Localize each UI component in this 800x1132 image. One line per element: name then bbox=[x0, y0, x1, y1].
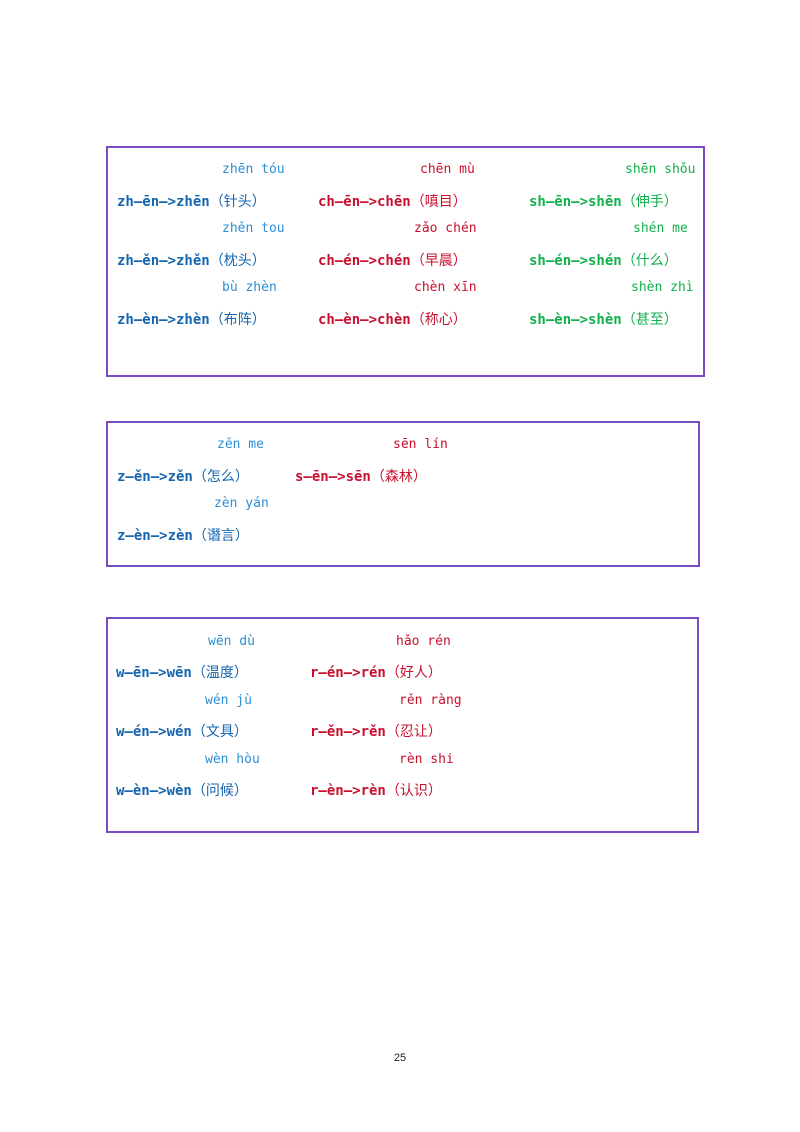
word-text: （早晨） bbox=[410, 253, 467, 269]
word-text: （文具） bbox=[191, 724, 248, 740]
pinyin-ch-3: chèn xīn bbox=[414, 280, 477, 295]
rule-text: w—ēn—>wēn bbox=[116, 665, 192, 681]
rule-text: w—én—>wén bbox=[116, 724, 192, 740]
pinyin-ch-2: zǎo chén bbox=[414, 221, 477, 236]
rule-ch-1: ch—ēn—>chēn（嗔目） bbox=[318, 191, 467, 211]
rule-text: zh—ěn—>zhěn bbox=[117, 253, 210, 269]
rule-s-1: s—ēn—>sēn（森林） bbox=[295, 466, 427, 486]
rule-text: r—én—>rén bbox=[310, 665, 386, 681]
rule-sh-2: sh—én—>shén（什么） bbox=[529, 250, 678, 270]
rule-zh-1: zh—ēn—>zhēn（针头） bbox=[117, 191, 266, 211]
rule-z-1: z—ěn—>zěn（怎么） bbox=[117, 466, 249, 486]
rule-sh-3: sh—èn—>shèn（甚至） bbox=[529, 309, 678, 329]
pinyin-w-1: wēn dù bbox=[208, 634, 255, 649]
word-text: （忍让） bbox=[385, 724, 442, 740]
rule-text: sh—èn—>shèn bbox=[529, 312, 622, 328]
word-text: （谮言） bbox=[192, 528, 249, 544]
rule-text: r—ěn—>rěn bbox=[310, 724, 386, 740]
rule-ch-3: ch—èn—>chèn（称心） bbox=[318, 309, 467, 329]
rule-text: ch—ēn—>chēn bbox=[318, 194, 411, 210]
word-text: （什么） bbox=[621, 253, 678, 269]
word-text: （好人） bbox=[385, 665, 442, 681]
box-zh-ch-sh bbox=[106, 146, 705, 377]
rule-r-1: r—én—>rén（好人） bbox=[310, 662, 442, 682]
word-text: （问候） bbox=[191, 783, 248, 799]
word-text: （针头） bbox=[209, 194, 266, 210]
word-text: （称心） bbox=[410, 312, 467, 328]
pinyin-zh-1: zhēn tóu bbox=[222, 162, 285, 177]
rule-w-2: w—én—>wén（文具） bbox=[116, 721, 248, 741]
word-text: （枕头） bbox=[209, 253, 266, 269]
word-text: （伸手） bbox=[621, 194, 678, 210]
word-text: （布阵） bbox=[209, 312, 266, 328]
rule-text: ch—én—>chén bbox=[318, 253, 411, 269]
pinyin-z-2: zèn yán bbox=[214, 496, 269, 511]
pinyin-sh-2: shén me bbox=[633, 221, 688, 236]
rule-text: z—ěn—>zěn bbox=[117, 469, 193, 485]
pinyin-ch-1: chēn mù bbox=[420, 162, 475, 177]
word-text: （怎么） bbox=[192, 469, 249, 485]
rule-sh-1: sh—ēn—>shēn（伸手） bbox=[529, 191, 678, 211]
rule-text: zh—ēn—>zhēn bbox=[117, 194, 210, 210]
rule-zh-2: zh—ěn—>zhěn（枕头） bbox=[117, 250, 266, 270]
rule-text: r—èn—>rèn bbox=[310, 783, 386, 799]
pinyin-z-1: zěn me bbox=[217, 437, 264, 452]
rule-ch-2: ch—én—>chén（早晨） bbox=[318, 250, 467, 270]
pinyin-sh-3: shèn zhì bbox=[631, 280, 694, 295]
word-text: （森林） bbox=[370, 469, 427, 485]
rule-text: s—ēn—>sēn bbox=[295, 469, 371, 485]
pinyin-r-2: rěn ràng bbox=[399, 693, 462, 708]
pinyin-sh-1: shēn shǒu bbox=[625, 162, 696, 177]
box-z-s bbox=[106, 421, 700, 567]
pinyin-zh-2: zhěn tou bbox=[222, 221, 285, 236]
pinyin-s-1: sēn lín bbox=[393, 437, 448, 452]
rule-text: ch—èn—>chèn bbox=[318, 312, 411, 328]
rule-w-3: w—èn—>wèn（问候） bbox=[116, 780, 248, 800]
page-number: 25 bbox=[393, 1052, 407, 1064]
rule-text: sh—én—>shén bbox=[529, 253, 622, 269]
word-text: （温度） bbox=[191, 665, 248, 681]
rule-text: w—èn—>wèn bbox=[116, 783, 192, 799]
rule-text: zh—èn—>zhèn bbox=[117, 312, 210, 328]
pinyin-r-3: rèn shi bbox=[399, 752, 454, 767]
word-text: （认识） bbox=[385, 783, 442, 799]
rule-text: sh—ēn—>shēn bbox=[529, 194, 622, 210]
rule-r-2: r—ěn—>rěn（忍让） bbox=[310, 721, 442, 741]
rule-w-1: w—ēn—>wēn（温度） bbox=[116, 662, 248, 682]
pinyin-r-1: hǎo rén bbox=[396, 634, 451, 649]
word-text: （甚至） bbox=[621, 312, 678, 328]
pinyin-zh-3: bù zhèn bbox=[222, 280, 277, 295]
word-text: （嗔目） bbox=[410, 194, 467, 210]
rule-z-2: z—èn—>zèn（谮言） bbox=[117, 525, 249, 545]
rule-text: z—èn—>zèn bbox=[117, 528, 193, 544]
rule-zh-3: zh—èn—>zhèn（布阵） bbox=[117, 309, 266, 329]
pinyin-w-3: wèn hòu bbox=[205, 752, 260, 767]
pinyin-w-2: wén jù bbox=[205, 693, 252, 708]
rule-r-3: r—èn—>rèn（认识） bbox=[310, 780, 442, 800]
box-w-r bbox=[106, 617, 699, 833]
